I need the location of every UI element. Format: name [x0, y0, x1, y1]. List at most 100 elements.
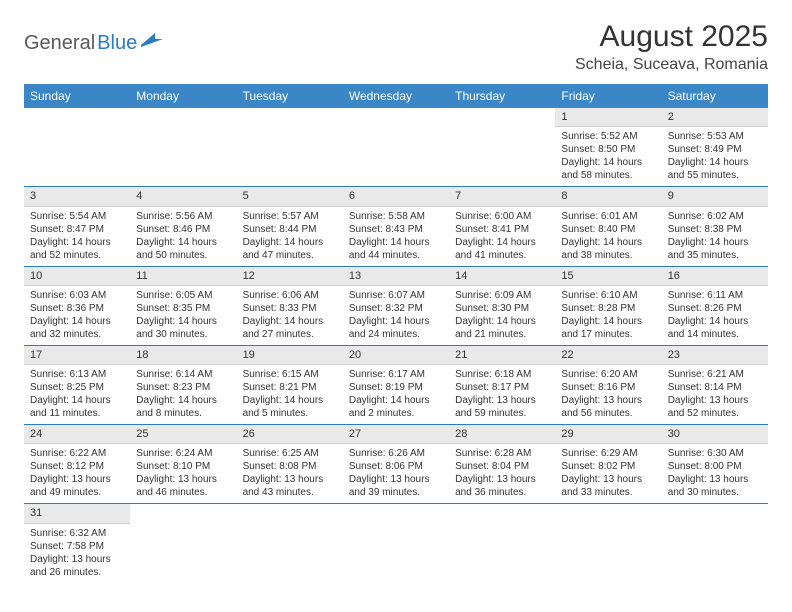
calendar-day-cell: ..: [130, 108, 236, 187]
sunrise-text: Sunrise: 6:28 AM: [455, 447, 549, 460]
sunrise-text: Sunrise: 6:11 AM: [668, 289, 762, 302]
daylight-text: and 41 minutes.: [455, 249, 549, 262]
day-content: Sunrise: 6:20 AMSunset: 8:16 PMDaylight:…: [555, 365, 661, 424]
daylight-text: Daylight: 13 hours: [30, 473, 124, 486]
daylight-text: and 59 minutes.: [455, 407, 549, 420]
day-content: Sunrise: 5:52 AMSunset: 8:50 PMDaylight:…: [555, 127, 661, 186]
calendar-day-cell: ..: [449, 504, 555, 583]
calendar-day-cell: 31Sunrise: 6:32 AMSunset: 7:58 PMDayligh…: [24, 504, 130, 583]
daylight-text: and 56 minutes.: [561, 407, 655, 420]
sunset-text: Sunset: 8:49 PM: [668, 143, 762, 156]
daylight-text: and 5 minutes.: [243, 407, 337, 420]
logo: GeneralBlue: [24, 20, 163, 55]
daylight-text: Daylight: 14 hours: [349, 315, 443, 328]
location-text: Scheia, Suceava, Romania: [575, 56, 768, 74]
day-content: Sunrise: 6:00 AMSunset: 8:41 PMDaylight:…: [449, 207, 555, 266]
title-block: August 2025 Scheia, Suceava, Romania: [575, 20, 768, 74]
calendar-day-cell: 12Sunrise: 6:06 AMSunset: 8:33 PMDayligh…: [237, 266, 343, 345]
daylight-text: Daylight: 14 hours: [455, 236, 549, 249]
sunrise-text: Sunrise: 6:32 AM: [30, 527, 124, 540]
day-number: 1: [555, 108, 661, 127]
sunrise-text: Sunrise: 6:03 AM: [30, 289, 124, 302]
daylight-text: Daylight: 14 hours: [136, 236, 230, 249]
day-content: Sunrise: 6:24 AMSunset: 8:10 PMDaylight:…: [130, 444, 236, 503]
sunrise-text: Sunrise: 6:14 AM: [136, 368, 230, 381]
sunset-text: Sunset: 8:46 PM: [136, 223, 230, 236]
calendar-day-cell: 18Sunrise: 6:14 AMSunset: 8:23 PMDayligh…: [130, 345, 236, 424]
sunrise-text: Sunrise: 5:58 AM: [349, 210, 443, 223]
day-number: 3: [24, 187, 130, 206]
sunrise-text: Sunrise: 6:29 AM: [561, 447, 655, 460]
day-content: Sunrise: 6:05 AMSunset: 8:35 PMDaylight:…: [130, 286, 236, 345]
calendar-day-cell: ..: [24, 108, 130, 187]
day-number: 28: [449, 425, 555, 444]
sunset-text: Sunset: 8:10 PM: [136, 460, 230, 473]
calendar-day-cell: ..: [555, 504, 661, 583]
daylight-text: Daylight: 14 hours: [30, 236, 124, 249]
sunrise-text: Sunrise: 6:10 AM: [561, 289, 655, 302]
day-number: 7: [449, 187, 555, 206]
calendar-day-cell: ..: [343, 108, 449, 187]
sunrise-text: Sunrise: 6:18 AM: [455, 368, 549, 381]
day-content: Sunrise: 5:58 AMSunset: 8:43 PMDaylight:…: [343, 207, 449, 266]
day-content: Sunrise: 6:11 AMSunset: 8:26 PMDaylight:…: [662, 286, 768, 345]
calendar-day-cell: 14Sunrise: 6:09 AMSunset: 8:30 PMDayligh…: [449, 266, 555, 345]
sunset-text: Sunset: 8:40 PM: [561, 223, 655, 236]
sunrise-text: Sunrise: 5:57 AM: [243, 210, 337, 223]
sunrise-text: Sunrise: 6:01 AM: [561, 210, 655, 223]
daylight-text: and 24 minutes.: [349, 328, 443, 341]
sunrise-text: Sunrise: 6:24 AM: [136, 447, 230, 460]
daylight-text: and 27 minutes.: [243, 328, 337, 341]
day-content: Sunrise: 6:17 AMSunset: 8:19 PMDaylight:…: [343, 365, 449, 424]
calendar-day-cell: 10Sunrise: 6:03 AMSunset: 8:36 PMDayligh…: [24, 266, 130, 345]
daylight-text: Daylight: 14 hours: [243, 315, 337, 328]
sunset-text: Sunset: 8:16 PM: [561, 381, 655, 394]
daylight-text: Daylight: 14 hours: [561, 156, 655, 169]
day-content: Sunrise: 5:57 AMSunset: 8:44 PMDaylight:…: [237, 207, 343, 266]
sunset-text: Sunset: 8:23 PM: [136, 381, 230, 394]
calendar-day-cell: 16Sunrise: 6:11 AMSunset: 8:26 PMDayligh…: [662, 266, 768, 345]
daylight-text: and 11 minutes.: [30, 407, 124, 420]
sunrise-text: Sunrise: 6:21 AM: [668, 368, 762, 381]
sunset-text: Sunset: 8:35 PM: [136, 302, 230, 315]
daylight-text: and 58 minutes.: [561, 169, 655, 182]
daylight-text: Daylight: 14 hours: [136, 394, 230, 407]
day-number: 11: [130, 267, 236, 286]
day-number: 16: [662, 267, 768, 286]
day-content: Sunrise: 6:03 AMSunset: 8:36 PMDaylight:…: [24, 286, 130, 345]
sunset-text: Sunset: 8:14 PM: [668, 381, 762, 394]
sunset-text: Sunset: 8:04 PM: [455, 460, 549, 473]
day-number: 12: [237, 267, 343, 286]
day-content: Sunrise: 6:13 AMSunset: 8:25 PMDaylight:…: [24, 365, 130, 424]
weekday-header: Friday: [555, 84, 661, 108]
calendar-day-cell: 26Sunrise: 6:25 AMSunset: 8:08 PMDayligh…: [237, 425, 343, 504]
day-number: 10: [24, 267, 130, 286]
day-number: 23: [662, 346, 768, 365]
day-content: Sunrise: 6:15 AMSunset: 8:21 PMDaylight:…: [237, 365, 343, 424]
day-number: 15: [555, 267, 661, 286]
day-content: Sunrise: 6:01 AMSunset: 8:40 PMDaylight:…: [555, 207, 661, 266]
day-number: 13: [343, 267, 449, 286]
daylight-text: Daylight: 13 hours: [561, 473, 655, 486]
day-content: Sunrise: 6:09 AMSunset: 8:30 PMDaylight:…: [449, 286, 555, 345]
calendar-day-cell: 24Sunrise: 6:22 AMSunset: 8:12 PMDayligh…: [24, 425, 130, 504]
daylight-text: Daylight: 13 hours: [668, 473, 762, 486]
daylight-text: Daylight: 14 hours: [561, 315, 655, 328]
sunrise-text: Sunrise: 6:26 AM: [349, 447, 443, 460]
calendar-week-row: 17Sunrise: 6:13 AMSunset: 8:25 PMDayligh…: [24, 345, 768, 424]
calendar-day-cell: 22Sunrise: 6:20 AMSunset: 8:16 PMDayligh…: [555, 345, 661, 424]
daylight-text: and 8 minutes.: [136, 407, 230, 420]
day-content: Sunrise: 6:21 AMSunset: 8:14 PMDaylight:…: [662, 365, 768, 424]
day-number: 27: [343, 425, 449, 444]
sunset-text: Sunset: 8:47 PM: [30, 223, 124, 236]
daylight-text: Daylight: 13 hours: [30, 553, 124, 566]
sunset-text: Sunset: 8:43 PM: [349, 223, 443, 236]
sunrise-text: Sunrise: 6:02 AM: [668, 210, 762, 223]
daylight-text: Daylight: 14 hours: [349, 236, 443, 249]
calendar-day-cell: 5Sunrise: 5:57 AMSunset: 8:44 PMDaylight…: [237, 187, 343, 266]
logo-text-blue: Blue: [97, 32, 137, 55]
daylight-text: Daylight: 14 hours: [561, 236, 655, 249]
calendar-day-cell: 8Sunrise: 6:01 AMSunset: 8:40 PMDaylight…: [555, 187, 661, 266]
day-number: 26: [237, 425, 343, 444]
weekday-header: Saturday: [662, 84, 768, 108]
